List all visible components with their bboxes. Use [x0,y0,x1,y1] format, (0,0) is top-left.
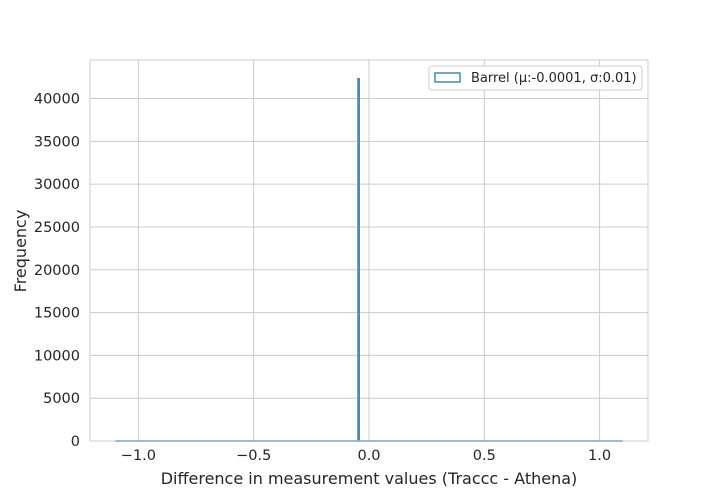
y-tick-label: 0 [71,434,80,450]
x-axis-label: Difference in measurement values (Traccc… [161,469,578,488]
x-tick-label: 0.5 [473,448,496,464]
x-tick-label: 0.0 [357,448,380,464]
legend-label: Barrel (μ:-0.0001, σ:0.01) [471,71,637,86]
legend-box [428,65,643,91]
y-tick-label: 20000 [34,263,80,279]
y-tick-label: 5000 [43,391,80,407]
y-tick-label: 35000 [34,134,80,150]
x-tick-labels: −1.0 −0.5 0.0 0.5 1.0 [121,448,611,464]
y-axis-label: Frequency [11,210,30,293]
y-tick-label: 25000 [34,220,80,236]
x-tick-label: −1.0 [121,448,156,464]
y-tick-labels: 0 5000 10000 15000 20000 25000 30000 35000 40000 [34,92,80,450]
y-tick-label: 30000 [34,177,80,193]
plot-frame [89,59,649,442]
x-tick-label: −0.5 [236,448,271,464]
grid-lines [90,60,648,442]
y-tick-label: 15000 [34,306,80,322]
legend-swatch [434,72,461,83]
y-tick-label: 40000 [34,92,80,108]
legend: Barrel (μ:-0.0001, σ:0.01) [428,65,643,91]
y-tick-label: 10000 [34,348,80,364]
x-tick-label: 1.0 [588,448,611,464]
